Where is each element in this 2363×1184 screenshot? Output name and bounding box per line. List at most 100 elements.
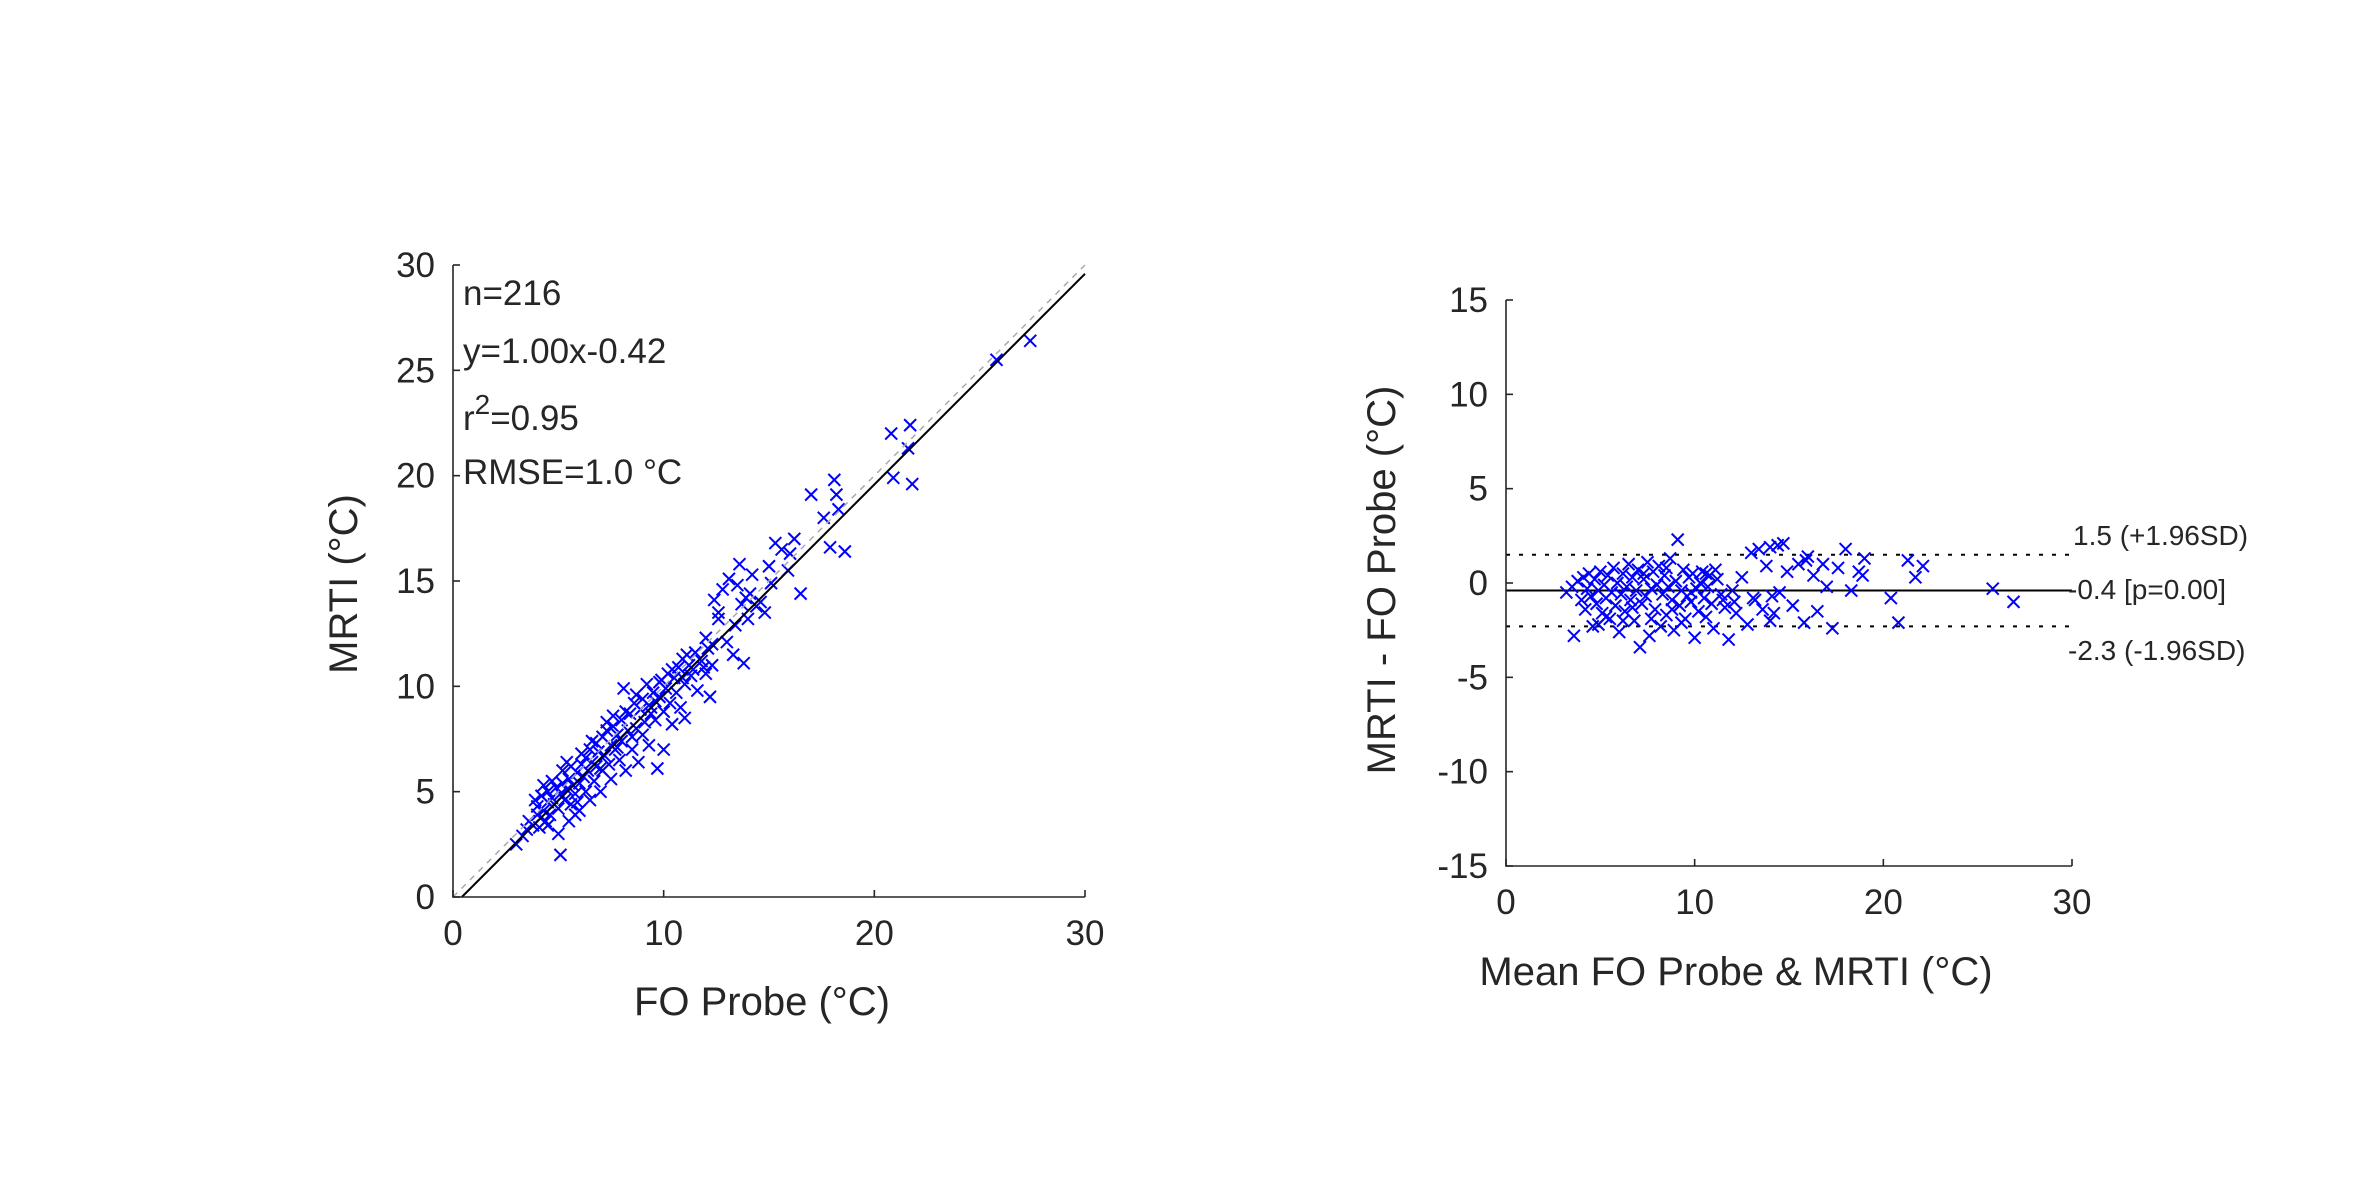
data-point	[1578, 602, 1592, 617]
data-point	[1855, 568, 1870, 583]
data-point	[722, 572, 736, 586]
data-point	[1759, 559, 1774, 573]
data-point	[642, 698, 656, 713]
data-point	[1772, 585, 1787, 600]
annotation-n: n=216	[463, 274, 561, 313]
data-point	[1669, 574, 1683, 588]
data-point	[1661, 580, 1675, 594]
data-point	[688, 645, 702, 660]
data-point	[640, 677, 654, 691]
x-tick-label: 30	[1066, 914, 1105, 953]
data-point	[560, 782, 574, 797]
data-point	[1644, 581, 1658, 596]
data-point	[1708, 563, 1723, 577]
y-tick-label: -5	[1457, 658, 1488, 697]
data-point	[1744, 546, 1758, 560]
data-point	[644, 707, 658, 721]
identity-line	[452, 264, 1086, 898]
y-tick-label: 15	[1449, 281, 1488, 320]
data-point	[625, 730, 639, 744]
data-point	[1657, 568, 1672, 583]
data-point	[1627, 614, 1641, 628]
data-point	[886, 471, 901, 485]
data-point	[1610, 576, 1625, 590]
data-point	[600, 715, 614, 729]
data-point	[536, 778, 551, 793]
data-point	[774, 542, 789, 557]
data-point	[1806, 568, 1821, 583]
data-point	[1986, 581, 2000, 596]
data-point	[1606, 561, 1621, 575]
data-point	[553, 848, 568, 862]
data-point	[1633, 640, 1647, 654]
data-point	[1825, 621, 1840, 635]
data-point	[1574, 593, 1589, 607]
data-point	[572, 776, 587, 790]
data-point	[555, 776, 570, 790]
y-tick-label: 5	[416, 773, 435, 812]
data-point	[728, 618, 743, 632]
data-point	[1567, 629, 1581, 643]
data-point	[536, 803, 551, 818]
data-point	[884, 426, 898, 441]
data-point	[1614, 587, 1628, 602]
data-point	[619, 704, 633, 719]
data-point	[1820, 580, 1834, 594]
data-point	[1746, 591, 1760, 605]
data-point	[1838, 542, 1853, 556]
x-tick-label: 30	[2053, 883, 2092, 922]
data-point	[562, 772, 576, 786]
data-point	[1780, 564, 1794, 579]
data-point	[1776, 536, 1791, 551]
data-point	[1752, 542, 1766, 556]
data-point	[829, 487, 844, 502]
data-point	[730, 578, 745, 592]
data-point	[732, 557, 747, 571]
data-point	[989, 353, 1004, 367]
data-point	[560, 755, 574, 769]
data-point	[1908, 570, 1923, 585]
data-point	[1891, 615, 1906, 630]
data-point	[619, 763, 633, 778]
data-point	[1765, 589, 1779, 603]
data-point	[642, 738, 656, 753]
data-point	[1699, 566, 1713, 581]
ticks: 0 10 20 30 0 5 10 15 20 25 30	[396, 246, 1104, 953]
fit-line	[461, 273, 1086, 898]
data-point	[1670, 532, 1685, 547]
y-tick-label: -10	[1437, 753, 1488, 792]
x-axis-label: Mean FO Probe & MRTI (°C)	[1479, 950, 1992, 994]
data-point	[1718, 600, 1732, 615]
data-point	[1644, 612, 1658, 626]
data-point	[1791, 557, 1806, 571]
data-point	[1625, 570, 1640, 585]
data-point	[1638, 589, 1653, 603]
data-point	[1637, 572, 1651, 586]
upper-loa-label: 1.5 (+1.96SD)	[2073, 520, 2248, 551]
data-point	[543, 808, 557, 822]
x-tick-label: 10	[1675, 883, 1714, 922]
data-point	[1729, 606, 1743, 620]
mean-difference-label: -0.4 [p=0.00]	[2068, 574, 2226, 605]
data-point	[1857, 551, 1872, 566]
data-point	[703, 690, 717, 704]
data-point	[1695, 564, 1709, 579]
x-tick-label: 0	[1496, 883, 1515, 922]
data-point	[1706, 621, 1721, 635]
data-point	[1799, 553, 1813, 568]
x-tick-label: 10	[644, 914, 683, 953]
data-point	[1721, 632, 1736, 647]
y-axis-label: MRTI (°C)	[322, 494, 366, 674]
data-point	[1767, 606, 1781, 620]
y-tick-label: 15	[396, 562, 435, 601]
data-point	[614, 734, 629, 748]
data-point	[1816, 557, 1830, 571]
data-point	[753, 595, 768, 609]
data-point	[1623, 593, 1638, 607]
data-point	[1576, 570, 1591, 585]
data-point	[705, 637, 719, 651]
data-point	[1901, 553, 1915, 568]
data-point	[574, 747, 589, 761]
r-squared-value: =0.95	[490, 399, 579, 438]
data-point	[1659, 561, 1674, 575]
